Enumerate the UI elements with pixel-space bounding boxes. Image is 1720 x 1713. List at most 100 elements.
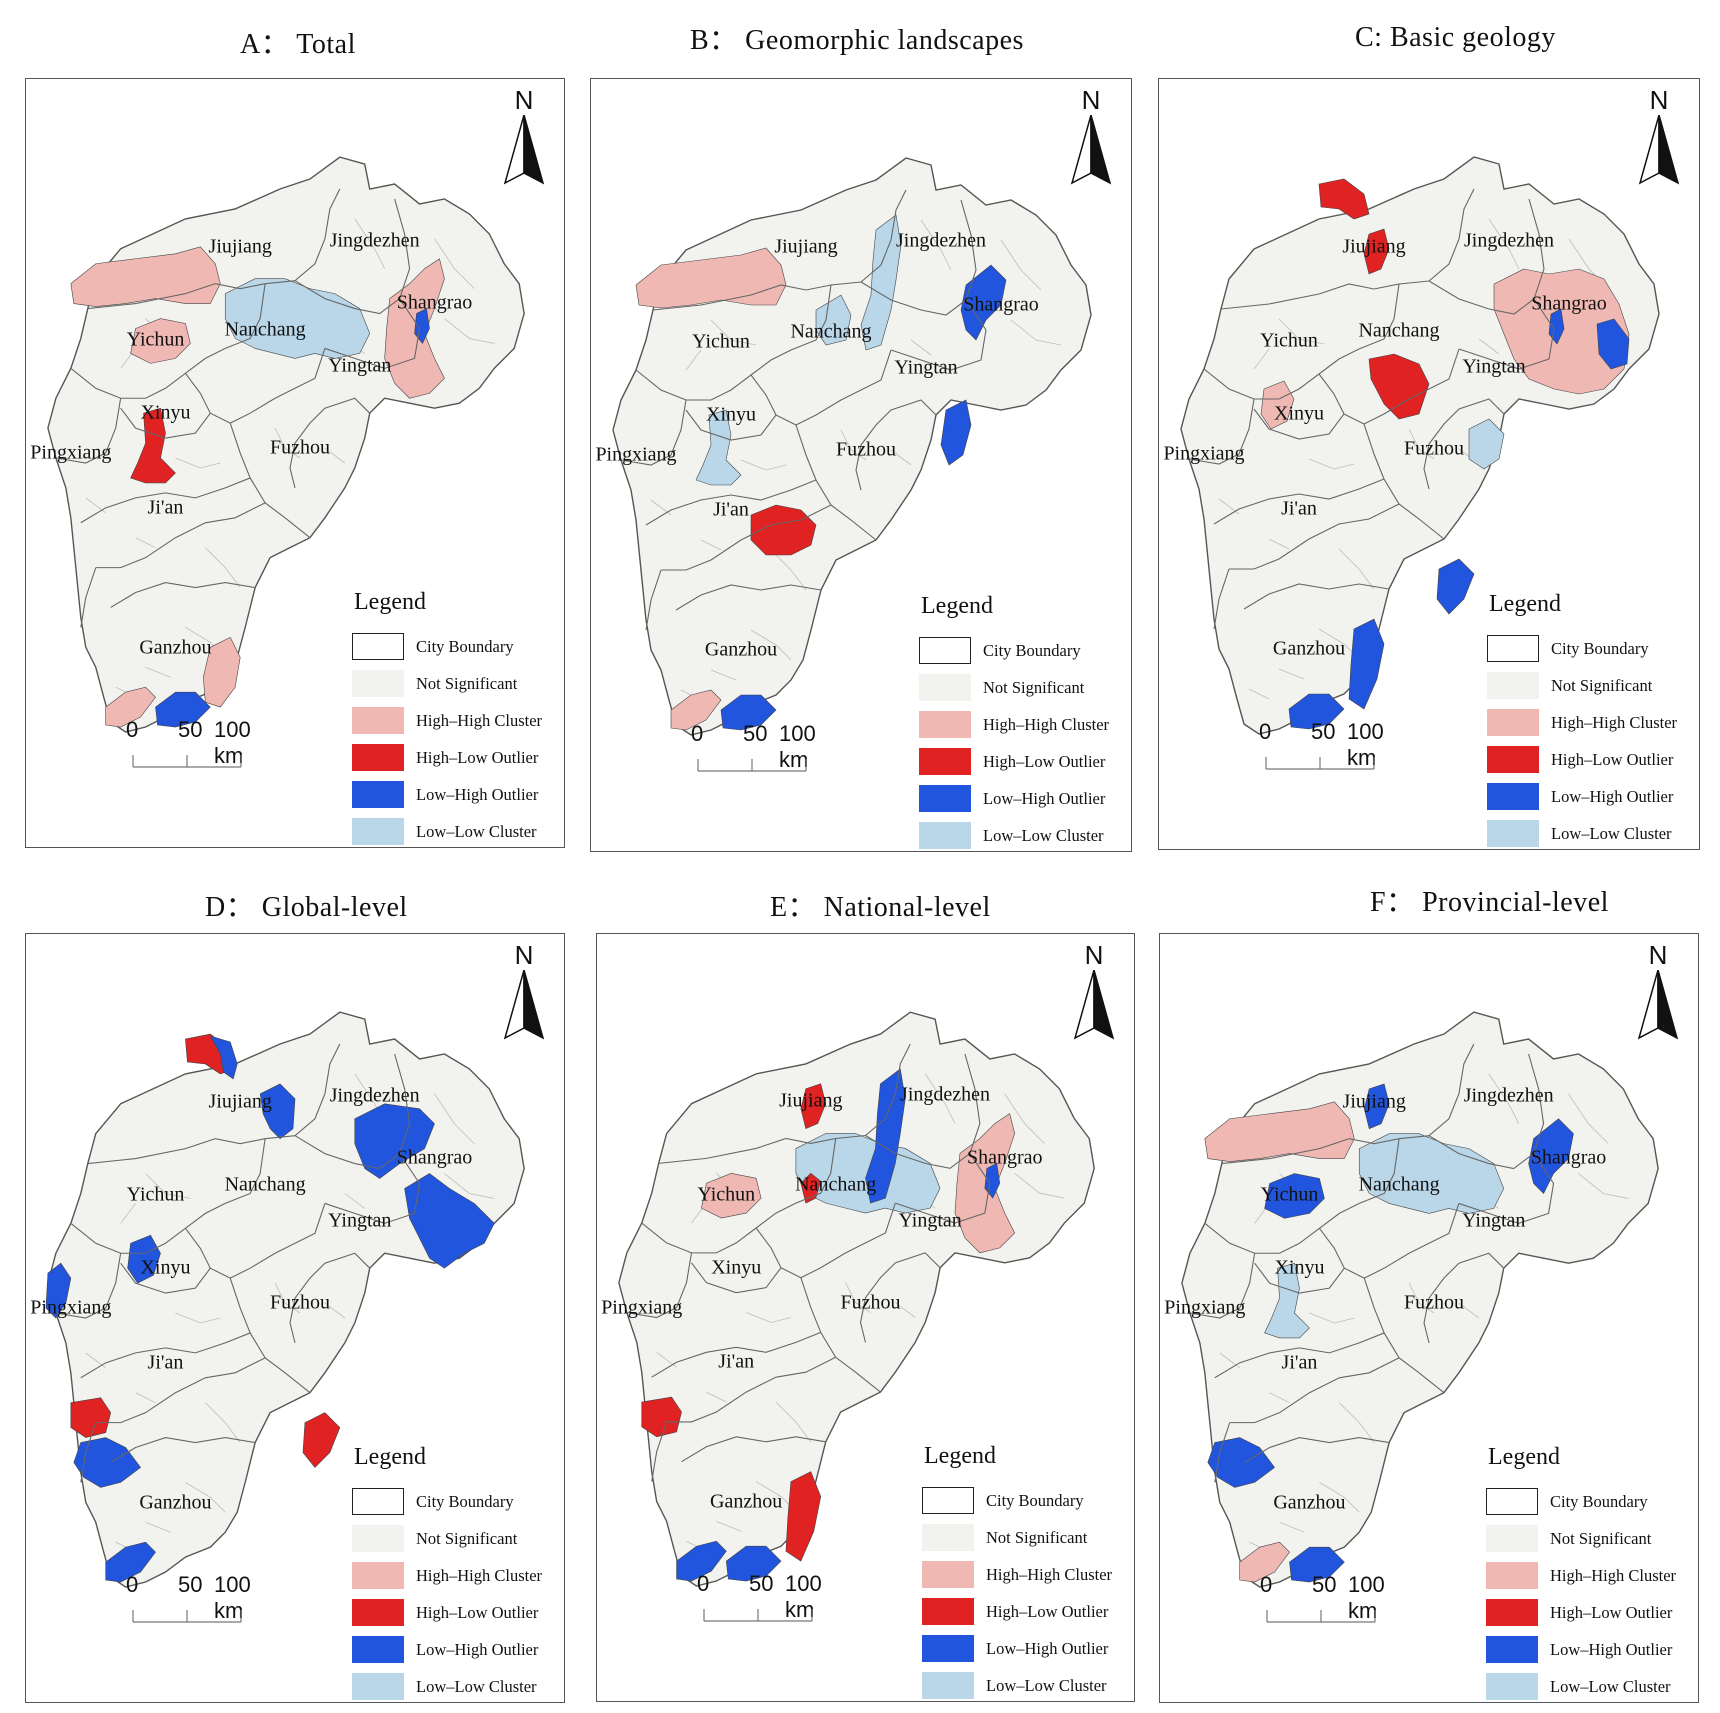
city-boundary-line [681,1436,826,1463]
city-boundary-line [294,188,341,282]
legend-swatch [1487,783,1539,810]
scale-label: 100 km [779,721,816,772]
county-boundary [710,319,757,346]
city-label-shangrao: Shangrao [1530,1146,1607,1169]
north-label: N [514,85,534,115]
legend-item: High–Low Outlier [352,1594,562,1631]
legend-title: Legend [354,1444,426,1470]
county-boundary [1578,1173,1629,1199]
city-label-jian: Ji'an [147,1351,184,1374]
scale-ruler [1265,757,1375,770]
county-boundary [685,349,702,371]
city-label-yingtan: Yingtan [898,1209,962,1232]
legend-swatch [1486,1525,1538,1552]
region-jingdezhen-area [354,1103,435,1179]
county-boundary [135,1392,156,1404]
county-boundary [700,539,722,551]
legend-label: High–High Cluster [416,1565,543,1585]
scale-label: 100 km [214,1572,251,1623]
county-boundary [1279,1521,1305,1533]
city-boundary-line [1423,398,1505,490]
region-ganzhou-southwest [1239,1541,1290,1583]
legend-item: High–High Cluster [922,1556,1132,1593]
city-label-nanchang: Nanchang [224,1173,306,1196]
county-boundary [1338,548,1375,590]
region-nanchang-south [1368,353,1430,420]
region-ganzhou-south [1289,1546,1345,1583]
city-label-yichun: Yichun [126,328,185,351]
north-arrow-icon [503,115,545,185]
legend-item: High–Low Outlier [1486,1594,1696,1631]
legend-label: Not Significant [983,677,1085,697]
county-boundary [746,1312,792,1323]
city-boundary-line [294,1043,341,1137]
county-boundary [1278,318,1325,345]
city-boundary-line [185,283,266,374]
city-label-xinyu: Xinyu [140,1256,191,1279]
map-frame: Jiujiang Jingdezhen Nanchang Shangrao Yichun… [1158,78,1700,850]
city-label-jiujiang: Jiujiang [208,235,272,258]
county-boundary [1488,1073,1520,1124]
county-boundary [1408,428,1435,460]
legend-label: Low–High Outlier [986,1638,1109,1658]
scale-label: 0 [126,1572,139,1597]
city-boundary-line [1428,1043,1475,1137]
city-label-pingxiang: Pingxiang [1163,442,1245,465]
county-boundary [344,1193,365,1209]
city-label-jiujiang: Jiujiang [1342,235,1406,258]
city-label-jingdezhen: Jingdezhen [329,1084,420,1107]
city-label-ganzhou: Ganzhou [139,1491,212,1514]
city-boundary-line [80,567,97,628]
county-boundary [205,1402,241,1443]
city-boundary-line [110,1436,256,1463]
legend: Legend City Boundary Not Significant High–H… [1486,1444,1696,1705]
city-boundary-line [1188,398,1255,465]
legend-item: City Boundary [1486,1483,1696,1520]
legend-item: High–High Cluster [1486,1557,1696,1594]
city-boundary-line [661,504,832,571]
legend-item: Low–High Outlier [352,1631,562,1668]
north-arrow-icon [1073,970,1115,1040]
legend-swatch [919,711,971,738]
region-jian-center [1264,1262,1310,1339]
legend-label: High–Low Outlier [416,747,539,767]
north-arrow: N [502,940,546,1040]
legend-item: High–High Cluster [352,702,562,739]
legend-swatch [1487,635,1539,662]
county-boundary [890,449,912,466]
city-label-shangrao: Shangrao [396,291,473,314]
legend-label: City Boundary [983,640,1081,660]
legend-swatch [922,1635,974,1662]
scale-bar: 0 50 100 km [1260,1572,1390,1623]
county-boundary [175,457,221,469]
legend-item: High–Low Outlier [919,743,1129,780]
scale-ruler [697,759,807,772]
city-boundary-line [110,581,256,608]
scale-labels: 0 50 100 km [1260,1572,1390,1623]
legend-label: Not Significant [1550,1528,1652,1548]
scale-labels: 0 50 100 km [126,1572,256,1623]
city-boundary-line [87,1135,296,1165]
legend-item: Low–Low Cluster [922,1667,1132,1704]
scale-bar: 0 50 100 km [697,1571,827,1622]
city-label-yichun: Yichun [1260,1183,1319,1206]
city-boundary-line [70,367,186,399]
city-label-ganzhou: Ganzhou [1272,637,1346,660]
legend-item: Low–Low Cluster [352,1668,562,1705]
panel-title: A： Total [240,29,356,60]
city-label-ganzhou: Ganzhou [1273,1491,1346,1514]
legend-item: Low–High Outlier [919,780,1129,817]
city-boundary-line [1363,423,1445,540]
map-frame: Jiujiang Jingdezhen Nanchang Shangrao Yichun… [25,933,565,1703]
legend-swatch [1486,1599,1538,1626]
county-boundary [185,1482,226,1513]
region-ganzhou-west [73,1437,141,1488]
city-boundary-line [666,1356,836,1423]
region-pingxiang-area [45,1262,72,1319]
city-boundary-line [859,1252,941,1343]
panel-title: C: Basic geology [1355,22,1556,53]
legend-item: Low–Low Cluster [1486,1668,1696,1705]
legend: Legend City Boundary Not Significant High–H… [352,1444,562,1705]
county-boundary [710,669,737,681]
legend-label: Not Significant [416,1528,518,1548]
